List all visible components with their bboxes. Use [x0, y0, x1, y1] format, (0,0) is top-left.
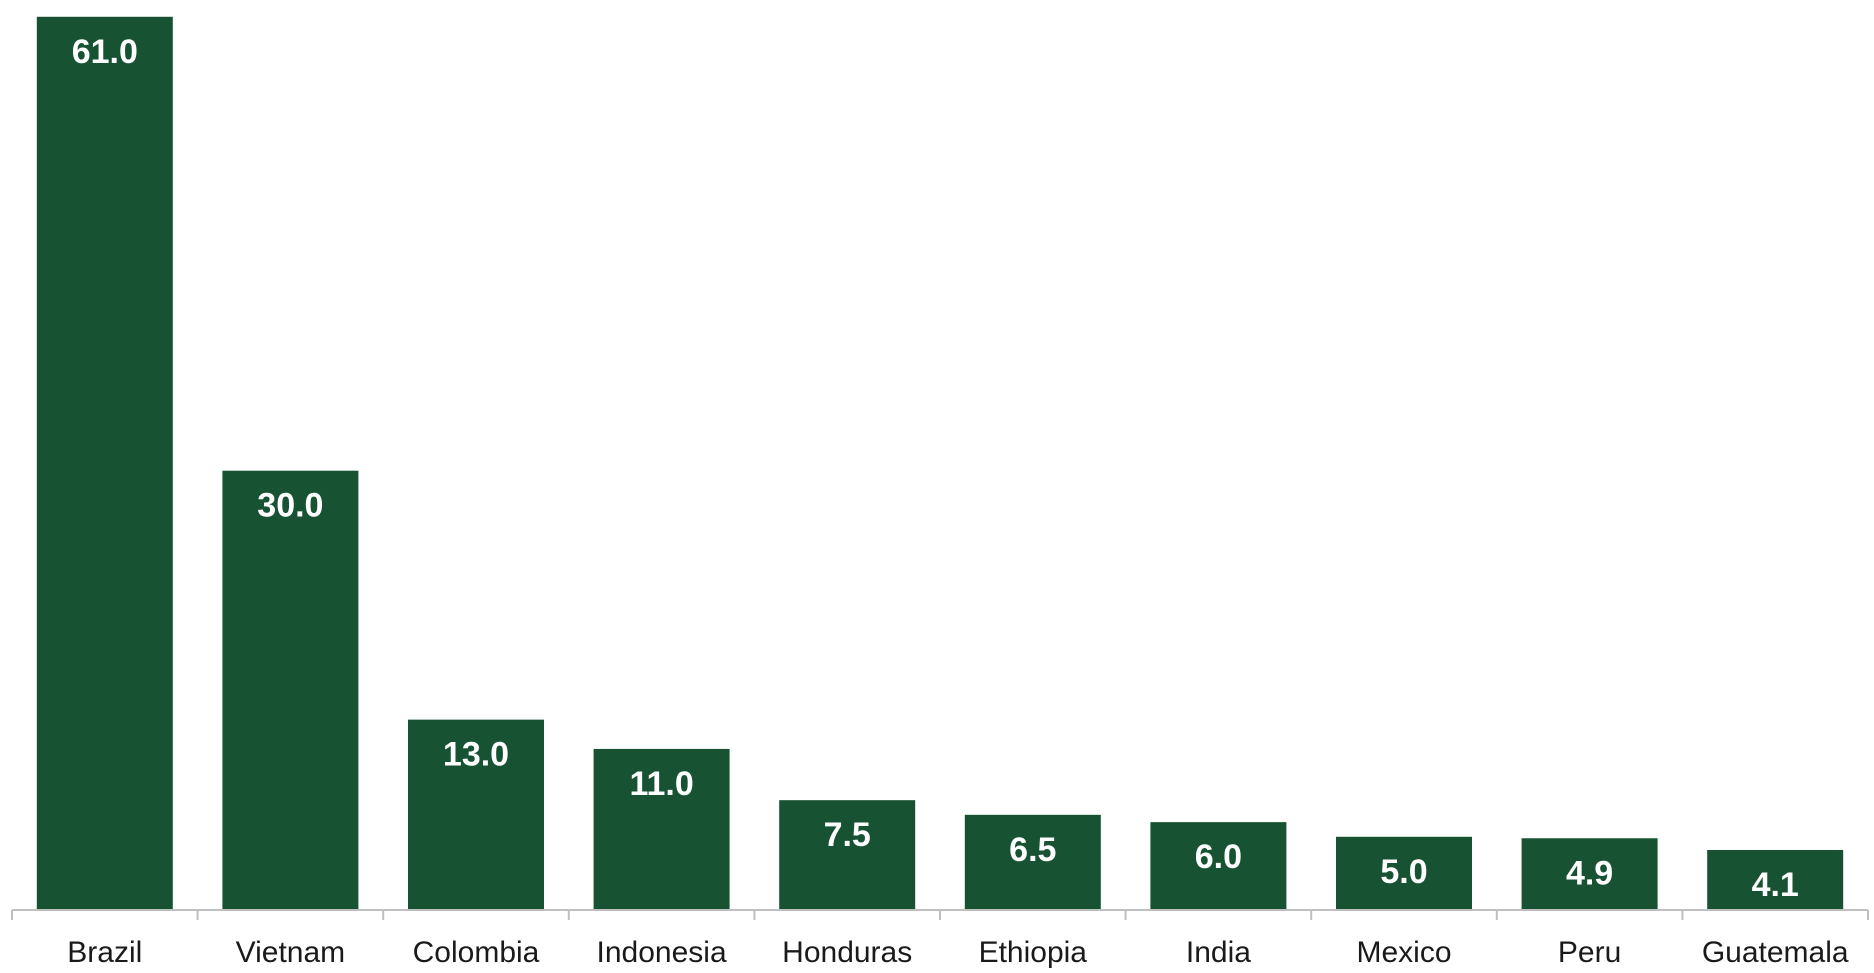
- value-label-vietnam: 30.0: [257, 487, 323, 525]
- category-label-honduras: Honduras: [782, 936, 912, 969]
- category-label-indonesia: Indonesia: [597, 936, 727, 969]
- category-label-brazil: Brazil: [67, 936, 142, 969]
- bar-peru: [1521, 838, 1658, 910]
- category-label-guatemala: Guatemala: [1702, 936, 1849, 969]
- bar-ethiopia: [964, 814, 1101, 910]
- bar-mexico: [1336, 836, 1472, 910]
- x-axis: [11, 909, 1869, 920]
- value-label-india: 6.0: [1195, 838, 1242, 876]
- bars-group: [36, 16, 1844, 911]
- category-label-ethiopia: Ethiopia: [979, 936, 1088, 969]
- category-label-colombia: Colombia: [413, 936, 540, 969]
- bar-india: [1150, 822, 1287, 910]
- bar-indonesia: [593, 748, 730, 910]
- value-label-ethiopia: 6.5: [1009, 831, 1056, 869]
- category-label-vietnam: Vietnam: [236, 936, 346, 969]
- value-label-mexico: 5.0: [1380, 853, 1427, 891]
- category-label-peru: Peru: [1558, 936, 1621, 969]
- category-label-india: India: [1186, 936, 1251, 969]
- value-label-peru: 4.9: [1566, 854, 1613, 892]
- value-label-brazil: 61.0: [72, 33, 138, 71]
- bar-honduras: [779, 800, 916, 910]
- value-label-guatemala: 4.1: [1752, 866, 1799, 904]
- bar-brazil: [36, 16, 173, 911]
- bar-guatemala: [1707, 849, 1844, 910]
- category-label-mexico: Mexico: [1356, 936, 1451, 969]
- category-labels-group: Brazil Vietnam Colombia Indonesia Honduras Et…: [67, 936, 1849, 969]
- value-label-indonesia: 11.0: [629, 765, 693, 803]
- value-label-colombia: 13.0: [443, 736, 509, 774]
- bar-vietnam: [222, 470, 359, 910]
- value-label-honduras: 7.5: [824, 816, 871, 854]
- bar-colombia: [408, 719, 544, 910]
- value-labels-group: 61.0 30.0 13.0 11.0 7.5 6.5 6.0 5.0 4.9 4.1: [72, 33, 1799, 904]
